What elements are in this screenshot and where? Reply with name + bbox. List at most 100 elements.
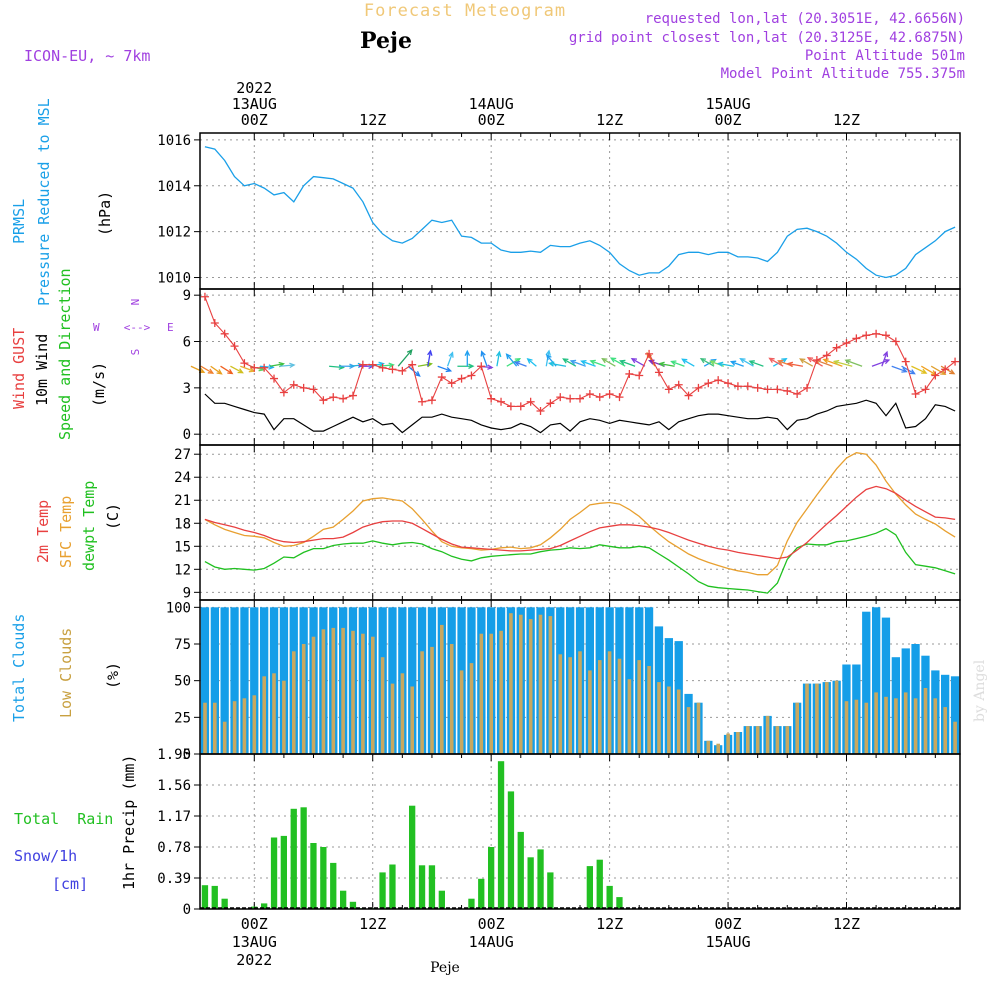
- wind-direction-arrow: [348, 362, 365, 369]
- total-rain-label: Total Rain: [14, 810, 113, 828]
- low-clouds-bar: [696, 702, 701, 754]
- precip-ytick-label: 1.56: [157, 778, 191, 794]
- wind-arrow-head: [464, 349, 471, 356]
- wind-direction-arrow: [220, 365, 234, 375]
- total-clouds-bar: [862, 611, 871, 754]
- clouds-ytick-label: 25: [174, 710, 191, 726]
- wind-gust-marker: [319, 396, 328, 405]
- wind-arrow-shaft: [496, 351, 501, 367]
- low-clouds-bar: [213, 702, 217, 754]
- wind-arrow-shaft: [506, 353, 518, 367]
- precip-ytick-label: 0.39: [157, 871, 191, 887]
- low-clouds-bar: [311, 636, 316, 754]
- wind-gust-marker: [566, 394, 575, 403]
- wind-gust-marker: [625, 369, 634, 378]
- wind-direction-arrow: [580, 359, 596, 367]
- low-clouds-bar: [706, 740, 711, 754]
- low-clouds-bar: [479, 633, 484, 754]
- wind-arrow-shaft: [581, 360, 596, 367]
- wind-arrow-head: [569, 359, 577, 365]
- wind-arrow-head: [699, 357, 707, 364]
- wind-direction-arrow: [569, 359, 586, 367]
- wind-arrow-head: [708, 360, 716, 366]
- model-altitude: Model Point Altitude 755.375m: [721, 66, 965, 82]
- wind-direction-arrow: [748, 360, 764, 367]
- total-clouds-bar: [240, 607, 249, 754]
- wind-gust-marker: [368, 360, 377, 369]
- wind-arrow-head: [207, 368, 215, 374]
- low-clouds-bar: [903, 692, 908, 754]
- rain-bar: [280, 835, 287, 909]
- wind-direction-arrow: [940, 365, 956, 375]
- low-clouds-bar: [834, 680, 839, 754]
- rain-bar: [478, 878, 485, 909]
- wind-direction-arrow: [495, 350, 502, 367]
- wind-gust-marker: [674, 380, 683, 389]
- wind-gust-marker: [506, 402, 515, 411]
- wind-arrow-head: [487, 364, 494, 370]
- wind-arrow-head: [495, 350, 502, 358]
- low-clouds-bar: [252, 695, 257, 754]
- rain-bar: [201, 885, 209, 909]
- top-time-label: 12Z: [359, 111, 386, 129]
- rain-bar: [468, 898, 475, 909]
- wind-arrow-shaft: [871, 359, 890, 367]
- low-clouds-bar: [528, 619, 533, 754]
- compass-legend: W <--> E N S: [93, 299, 174, 356]
- low-clouds-bar: [242, 698, 247, 754]
- wind-gust-marker: [783, 386, 792, 395]
- bottom-time-label: 12Z: [359, 915, 386, 933]
- low-clouds-bar: [440, 624, 444, 754]
- wind-arrow-shaft: [549, 362, 567, 367]
- low-clouds-bar: [301, 644, 306, 754]
- requested-coords: requested lon,lat (20.3051E, 42.6656N): [645, 11, 965, 27]
- wind-arrow-shaft: [200, 365, 214, 374]
- wind-arrow-head: [658, 361, 665, 368]
- clouds-ytick-label: 0: [183, 747, 191, 763]
- wind-arrow-head: [681, 358, 688, 364]
- wind-direction-arrow: [871, 358, 891, 367]
- wind-gust-marker: [921, 385, 930, 394]
- rain-bar: [438, 890, 445, 909]
- pressure-ytick-label: 1014: [157, 179, 191, 195]
- wind-gust-marker: [803, 383, 812, 392]
- credit-watermark: by Angel: [972, 659, 988, 722]
- low-clouds-bar: [894, 698, 898, 754]
- wind-arrow-shaft: [481, 351, 488, 367]
- wind-direction-arrow: [513, 360, 527, 367]
- low-clouds-bar: [519, 614, 523, 754]
- wind-arrow-head: [618, 359, 626, 365]
- wind-arrow-shaft: [437, 365, 451, 372]
- low-clouds-bar: [667, 686, 671, 754]
- wind-direction-arrow: [210, 365, 223, 375]
- low-clouds-bar: [292, 651, 296, 754]
- low-clouds-bar: [489, 633, 493, 754]
- wind-arrow-head: [630, 357, 638, 364]
- low-clouds-bar: [943, 707, 947, 754]
- top-time-label: 00Z: [715, 111, 742, 129]
- pressure-ytick-label: 1010: [157, 271, 191, 287]
- total-clouds-bar: [881, 617, 891, 754]
- wind-gust-marker: [200, 292, 209, 301]
- wind-arrow-shaft: [834, 360, 853, 367]
- temperature-ytick-label: 27: [174, 447, 191, 463]
- wind-gust-marker: [240, 359, 249, 368]
- wind-gust-marker: [210, 318, 219, 327]
- temperature-panel: 9 12 15 18 21 24 27: [174, 444, 961, 601]
- wind-gust-marker: [378, 363, 387, 372]
- low-clouds-bar: [548, 616, 553, 754]
- wind-gust-marker: [654, 368, 663, 377]
- wind-gust-marker: [773, 385, 782, 394]
- wind-arrow-shaft: [378, 364, 394, 367]
- wind-gust-marker: [457, 374, 466, 383]
- wind-direction-arrow: [699, 357, 715, 367]
- wind-direction-arrow: [716, 361, 734, 367]
- top-time-label: 13AUG: [232, 95, 277, 113]
- wind-arrow-shaft: [671, 360, 685, 367]
- wind-direction-arrow: [378, 362, 395, 369]
- wind-direction-arrow: [279, 362, 296, 369]
- temperature-ytick-label: 15: [174, 539, 191, 555]
- low-clouds-bar: [726, 733, 730, 754]
